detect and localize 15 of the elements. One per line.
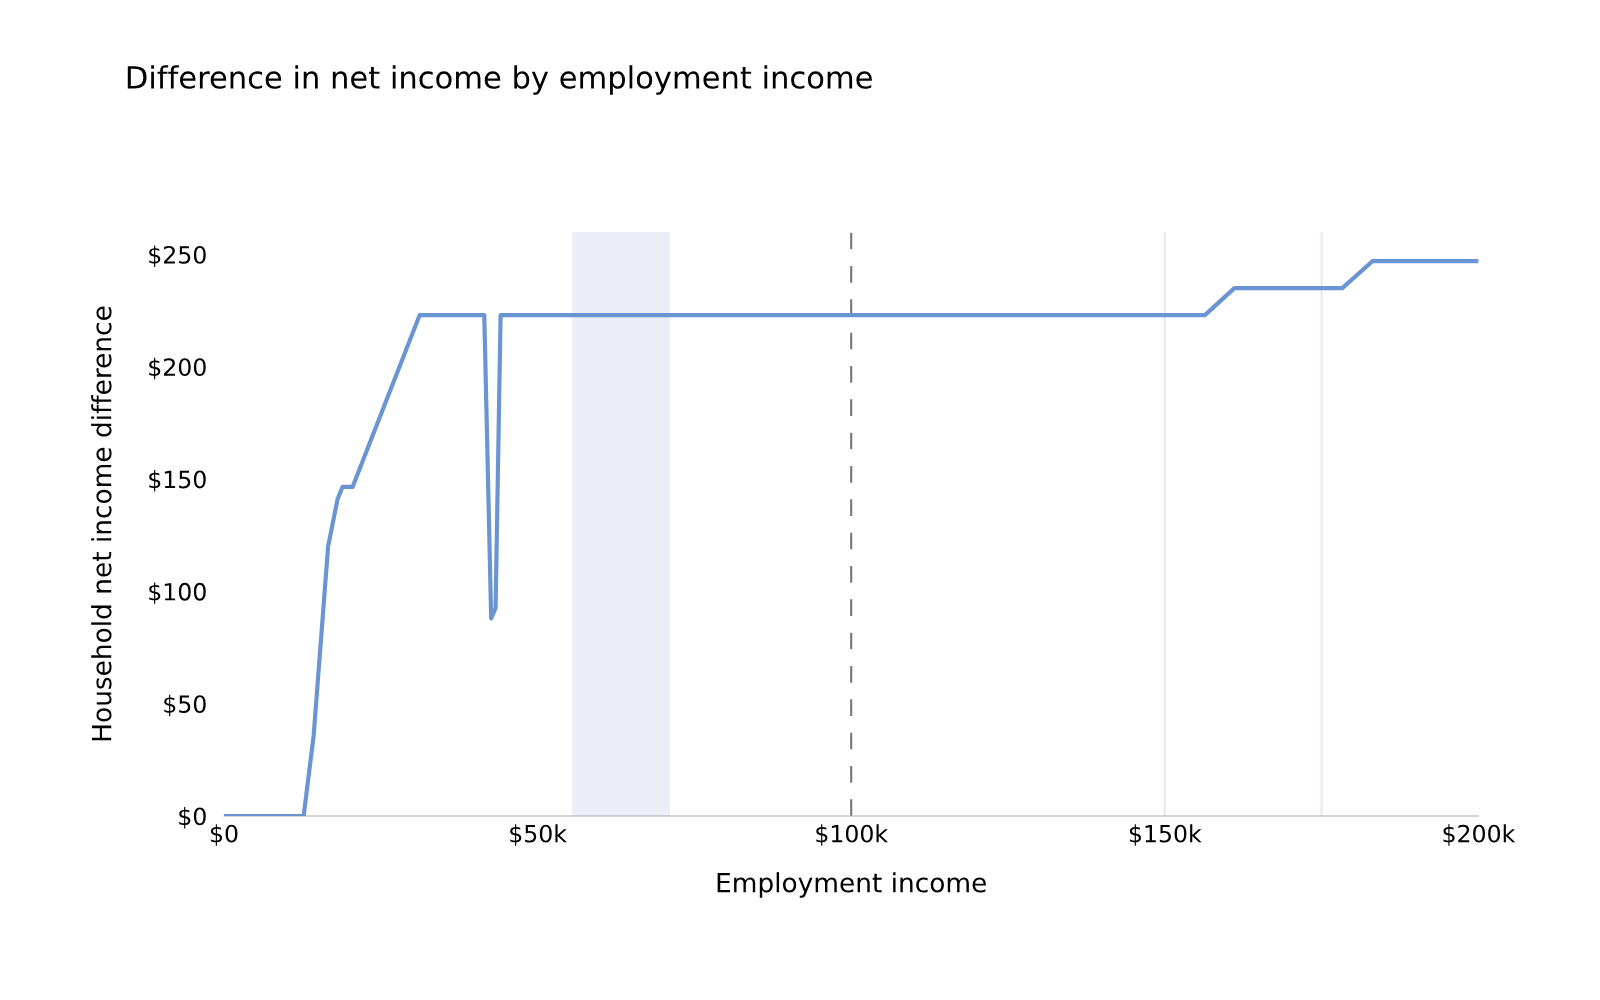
x-tick-label: $150k	[1129, 824, 1202, 846]
y-tick-label: $200	[149, 357, 206, 380]
y-tick-label: $0	[179, 807, 206, 829]
x-tick-label: $0	[210, 824, 238, 846]
y-tick-label: $100	[149, 582, 206, 604]
line-series	[224, 259, 1479, 816]
chart-title: Difference in net income by employment income	[127, 65, 872, 95]
y-tick-label: $250	[149, 245, 206, 267]
x-tick-label: $200k	[1443, 824, 1516, 846]
y-tick-label: $50	[164, 694, 206, 717]
x-tick-label: $100k	[816, 824, 889, 846]
x-tick-label: $50k	[510, 824, 567, 846]
y-axis-title: Household net income difference	[91, 306, 112, 741]
y-tick-label: $150	[149, 470, 206, 492]
x-axis-title: Employment income	[717, 872, 986, 898]
